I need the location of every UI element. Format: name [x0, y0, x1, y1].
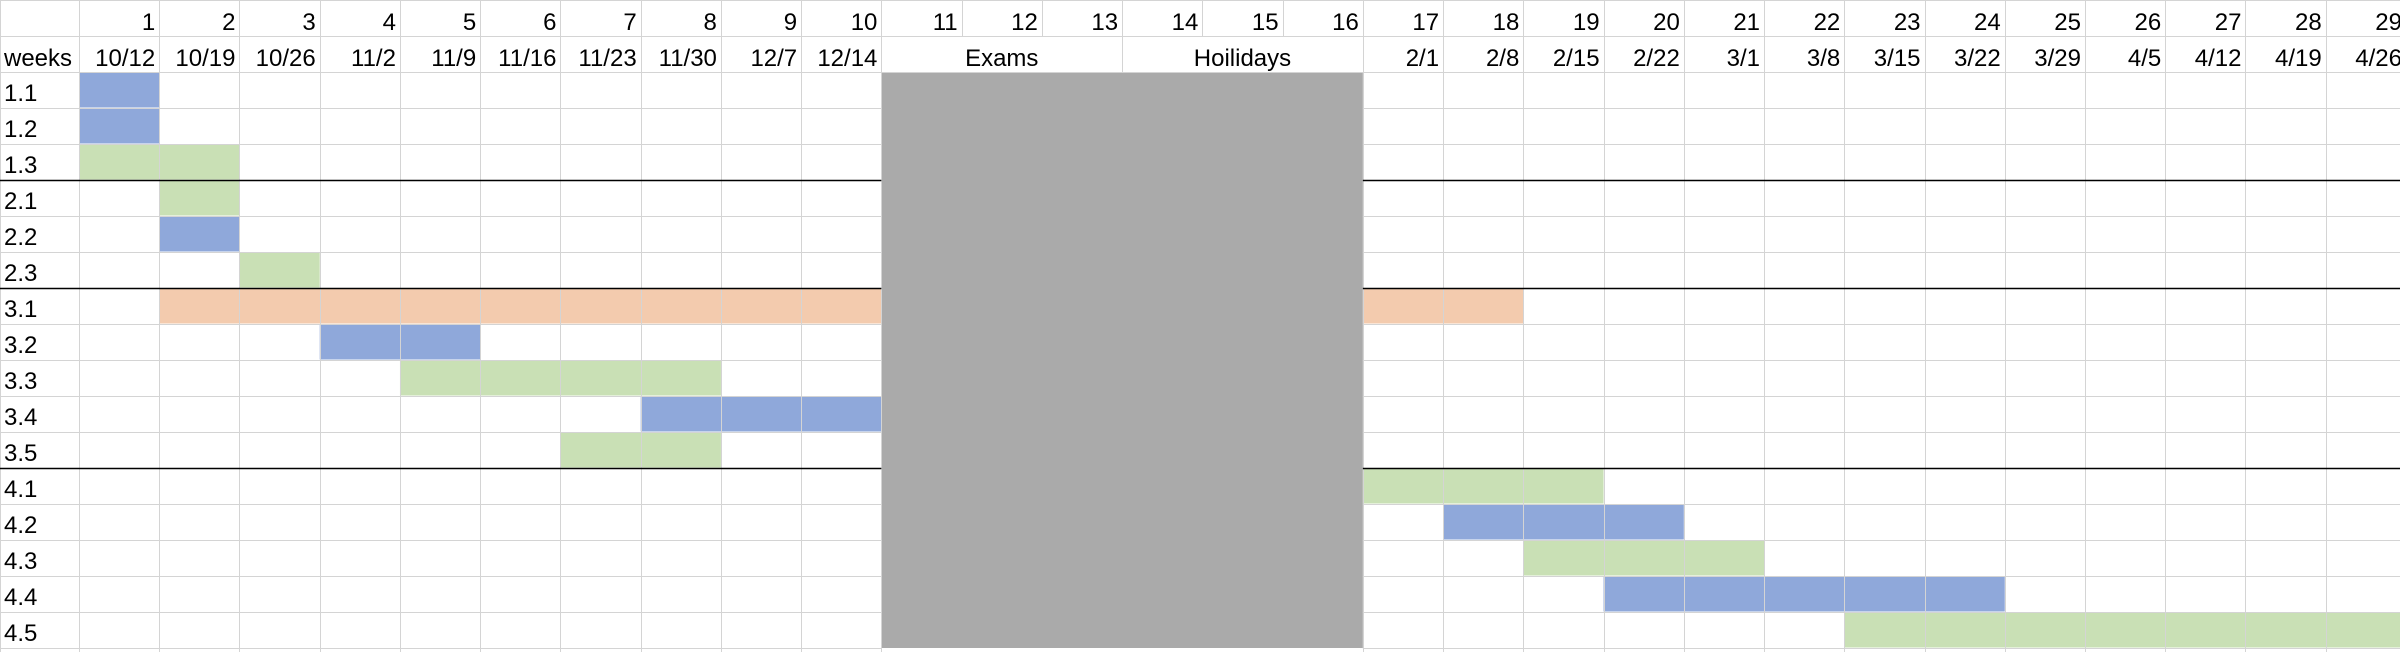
week-date: 2/1: [1406, 45, 1439, 72]
week-number: 27: [2215, 9, 2242, 36]
week-date: 11/23: [578, 45, 636, 72]
task-bar-4-5: [1844, 612, 2400, 648]
task-bar-1-1: [79, 72, 160, 108]
labels: 1 2 3 4 5 6 7 8 9 10 11 12 13 14 15 16 17 18 19 20 21 22 23 24 2…: [3, 9, 2400, 647]
week-date: 10/12: [95, 45, 155, 72]
week-date: 3/1: [1727, 45, 1760, 72]
week-date: 11/30: [659, 45, 717, 72]
week-number: 2: [222, 9, 235, 36]
week-date: 4/12: [2195, 45, 2242, 72]
task-id: 3.4: [4, 404, 37, 431]
week-date: 12/14: [817, 45, 877, 72]
merged-header-label: Exams: [965, 45, 1038, 72]
task-id: 3.5: [4, 440, 37, 467]
task-id: 4.2: [4, 512, 37, 539]
task-id: 2.3: [4, 260, 37, 287]
week-number: 9: [784, 9, 797, 36]
week-number: 19: [1573, 9, 1600, 36]
task-id: 1.1: [4, 80, 37, 107]
task-id: 4.4: [4, 584, 37, 611]
task-id: 3.2: [4, 332, 37, 359]
week-number: 15: [1252, 9, 1279, 36]
week-number: 17: [1412, 9, 1439, 36]
task-bars: [79, 72, 2400, 648]
week-date: 12/7: [750, 45, 797, 72]
task-id: 4.1: [4, 476, 37, 503]
week-number: 18: [1493, 9, 1520, 36]
week-date: 3/22: [1954, 45, 2001, 72]
task-bar-4-1: [1362, 468, 1604, 504]
merged-header-label: Hoilidays: [1194, 45, 1291, 72]
task-bar-3-4: [640, 396, 882, 432]
task-id: 3.3: [4, 368, 37, 395]
week-date: 3/29: [2034, 45, 2081, 72]
week-date: 10/26: [256, 45, 316, 72]
week-date: 4/5: [2128, 45, 2161, 72]
task-id: 2.1: [4, 188, 37, 215]
week-date: 2/22: [1633, 45, 1680, 72]
task-id: 3.1: [4, 296, 37, 323]
task-bar-2-1: [159, 180, 240, 216]
task-bar-4-2: [1443, 504, 1684, 540]
week-date: 4/26: [2355, 45, 2400, 72]
week-number: 8: [704, 9, 717, 36]
week-date: 3/8: [1807, 45, 1840, 72]
task-bar-3-1: [159, 288, 882, 324]
week-date: 2/15: [1553, 45, 1600, 72]
task-id: 1.2: [4, 116, 37, 143]
task-bar-4-3: [1523, 540, 1765, 576]
week-date: 11/9: [431, 45, 476, 72]
week-number: 11: [933, 9, 958, 36]
week-number: 24: [1974, 9, 2001, 36]
week-number: 14: [1172, 9, 1199, 36]
task-bar-2-2: [159, 216, 240, 252]
task-bar-1-2: [79, 108, 160, 144]
week-number: 28: [2295, 9, 2322, 36]
week-number: 23: [1894, 9, 1921, 36]
task-id: 4.3: [4, 548, 37, 575]
task-bar-3-2: [319, 324, 481, 360]
week-number: 3: [302, 9, 315, 36]
week-number: 4: [383, 9, 396, 36]
week-number: 12: [1011, 9, 1038, 36]
task-id: 2.2: [4, 224, 37, 251]
week-number: 25: [2054, 9, 2081, 36]
blocked-period: [881, 72, 1363, 648]
week-number: 29: [2375, 9, 2400, 36]
week-date: 11/16: [498, 45, 556, 72]
corner-label: weeks: [3, 45, 72, 72]
task-bar-2-3: [239, 252, 320, 288]
week-number: 21: [1733, 9, 1760, 36]
week-number: 1: [142, 9, 155, 36]
week-date: 11/2: [351, 45, 396, 72]
task-id: 1.3: [4, 152, 37, 179]
task-id: 4.5: [4, 620, 37, 647]
week-number: 16: [1332, 9, 1359, 36]
week-date: 4/19: [2275, 45, 2322, 72]
task-bar-4-4: [1603, 576, 2005, 612]
week-number: 26: [2135, 9, 2162, 36]
week-number: 22: [1814, 9, 1841, 36]
week-number: 7: [623, 9, 636, 36]
week-number: 6: [543, 9, 556, 36]
week-number: 5: [463, 9, 476, 36]
week-number: 10: [851, 9, 878, 36]
week-date: 10/19: [175, 45, 235, 72]
week-date: 2/8: [1486, 45, 1519, 72]
task-bar-3-5: [560, 432, 721, 468]
week-number: 20: [1653, 9, 1680, 36]
week-date: 3/15: [1874, 45, 1921, 72]
week-number: 13: [1091, 9, 1118, 36]
